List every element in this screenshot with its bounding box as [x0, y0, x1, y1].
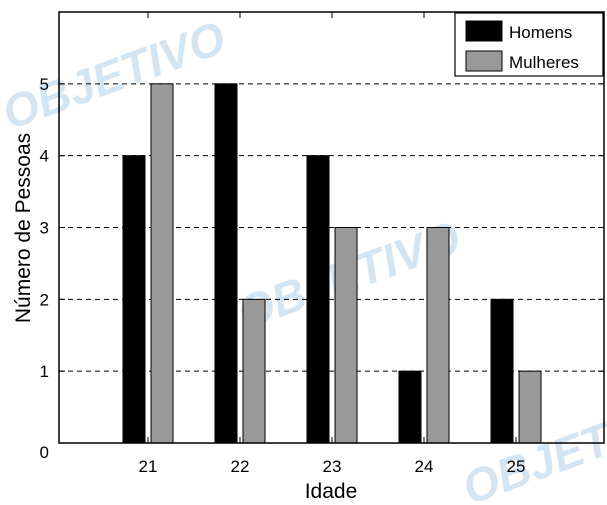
bar-mulheres-23: [334, 227, 358, 444]
y-axis-title: Número de Pessoas: [12, 133, 35, 323]
bar-mulheres-22: [242, 298, 266, 444]
svg-text:OBJETIVO: OBJETIVO: [0, 11, 232, 139]
x-tick-label: 22: [231, 457, 250, 476]
bar-mulheres-24: [426, 227, 450, 444]
bar-homens-25: [490, 298, 514, 444]
bar-homens-24: [398, 370, 422, 444]
legend-label-homens: Homens: [509, 23, 572, 42]
watermark-logo: OBJETIVO OBJETIVO OBJETIVO: [0, 11, 607, 505]
x-axis-title: Idade: [305, 480, 358, 503]
legend-label-mulheres: Mulheres: [509, 53, 579, 72]
bar-homens-23: [306, 155, 330, 444]
legend-swatch-mulheres: [465, 50, 503, 72]
bar-homens-21: [122, 155, 146, 444]
y-tick-label: 1: [40, 362, 49, 381]
y-tick-label: 2: [40, 290, 49, 309]
y-tick-label: 3: [40, 219, 49, 238]
y-tick-label: 5: [40, 75, 49, 94]
y-tick-label: 4: [40, 147, 49, 166]
bar-homens-22: [214, 83, 238, 444]
legend-swatch-homens: [465, 20, 503, 42]
bar-mulheres-25: [518, 370, 542, 444]
x-ticks: 21 22 23 24 25: [139, 12, 526, 476]
y-ticks: 0 1 2 3 4 5: [40, 75, 604, 462]
y-tick-label: 0: [40, 443, 49, 462]
x-tick-label: 24: [415, 457, 434, 476]
x-tick-label: 23: [323, 457, 342, 476]
legend: Homens Mulheres: [454, 12, 604, 77]
bar-mulheres-21: [150, 83, 174, 444]
x-tick-label: 25: [507, 457, 526, 476]
x-tick-label: 21: [139, 457, 158, 476]
